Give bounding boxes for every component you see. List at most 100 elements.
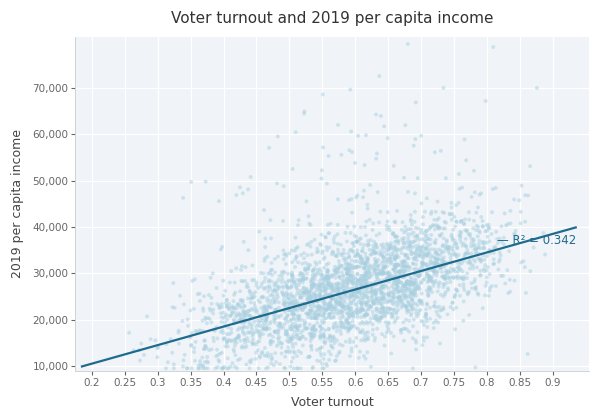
Point bbox=[316, 335, 325, 342]
Point bbox=[395, 293, 405, 299]
Point bbox=[298, 333, 307, 340]
Point bbox=[245, 312, 254, 319]
Point bbox=[465, 256, 475, 262]
Point bbox=[372, 316, 382, 323]
Point bbox=[399, 287, 409, 294]
Point bbox=[385, 260, 395, 267]
Point bbox=[270, 286, 280, 293]
Point bbox=[406, 231, 416, 237]
Point bbox=[324, 303, 334, 310]
Point bbox=[362, 349, 372, 356]
Point bbox=[324, 279, 334, 286]
Point bbox=[376, 250, 385, 257]
Point bbox=[255, 313, 265, 320]
Point bbox=[330, 340, 340, 346]
Point bbox=[326, 306, 336, 313]
Point bbox=[296, 306, 305, 313]
Point bbox=[349, 296, 359, 303]
Point bbox=[430, 246, 440, 253]
Point bbox=[290, 349, 299, 356]
Point bbox=[269, 287, 279, 294]
Point bbox=[397, 297, 407, 304]
Point bbox=[202, 354, 212, 360]
Point bbox=[307, 285, 316, 291]
Point bbox=[247, 294, 257, 300]
Point bbox=[383, 291, 393, 298]
Point bbox=[380, 276, 389, 283]
Point bbox=[332, 281, 341, 287]
Point bbox=[232, 313, 241, 320]
Point bbox=[191, 328, 200, 334]
Point bbox=[483, 234, 493, 240]
Point bbox=[438, 273, 448, 280]
Point bbox=[361, 307, 370, 314]
Point bbox=[247, 339, 257, 346]
Point bbox=[370, 270, 379, 277]
Point bbox=[398, 319, 408, 326]
Point bbox=[430, 239, 439, 246]
Point bbox=[356, 276, 365, 283]
Point bbox=[239, 307, 248, 314]
Point bbox=[335, 348, 344, 355]
Point bbox=[434, 223, 443, 230]
Point bbox=[364, 268, 374, 274]
Point bbox=[371, 291, 380, 298]
Point bbox=[482, 274, 491, 281]
Point bbox=[437, 262, 447, 269]
Point bbox=[300, 303, 310, 310]
Point bbox=[266, 331, 275, 338]
Point bbox=[208, 270, 218, 277]
Point bbox=[310, 281, 319, 288]
Point bbox=[312, 296, 322, 302]
Point bbox=[312, 281, 322, 288]
Point bbox=[334, 285, 343, 292]
Point bbox=[362, 311, 372, 318]
Point bbox=[284, 301, 294, 307]
Point bbox=[259, 303, 269, 310]
Point bbox=[361, 281, 370, 288]
Point bbox=[407, 279, 417, 286]
Point bbox=[356, 275, 365, 282]
Point bbox=[308, 281, 318, 288]
Point bbox=[422, 334, 432, 341]
Point bbox=[428, 222, 438, 228]
Point bbox=[353, 238, 362, 245]
Point bbox=[279, 307, 289, 313]
Point bbox=[476, 268, 485, 274]
Point bbox=[318, 275, 328, 282]
Point bbox=[336, 241, 346, 248]
Point bbox=[353, 277, 363, 284]
Point bbox=[298, 276, 308, 283]
Point bbox=[392, 273, 401, 280]
Point bbox=[388, 313, 398, 320]
Point bbox=[323, 273, 332, 280]
Point bbox=[370, 287, 380, 294]
Point bbox=[449, 267, 458, 273]
Point bbox=[262, 312, 272, 319]
Point bbox=[491, 184, 500, 191]
Point bbox=[371, 258, 380, 265]
Point bbox=[482, 267, 491, 274]
Point bbox=[380, 333, 390, 340]
Point bbox=[391, 247, 401, 253]
Point bbox=[313, 248, 323, 255]
Point bbox=[200, 337, 209, 344]
Point bbox=[246, 316, 256, 323]
Point bbox=[290, 306, 300, 313]
Point bbox=[304, 298, 313, 304]
Point bbox=[440, 244, 450, 251]
Point bbox=[389, 249, 398, 255]
Point bbox=[182, 365, 192, 372]
Point bbox=[421, 245, 430, 252]
Point bbox=[378, 284, 388, 291]
Point bbox=[409, 291, 418, 298]
Point bbox=[294, 317, 304, 323]
Point bbox=[402, 279, 412, 286]
Point bbox=[440, 273, 449, 279]
Point bbox=[386, 259, 396, 265]
Point bbox=[202, 320, 212, 327]
Point bbox=[213, 364, 223, 370]
Point bbox=[253, 339, 262, 345]
Point bbox=[367, 283, 377, 290]
Point bbox=[487, 247, 496, 254]
